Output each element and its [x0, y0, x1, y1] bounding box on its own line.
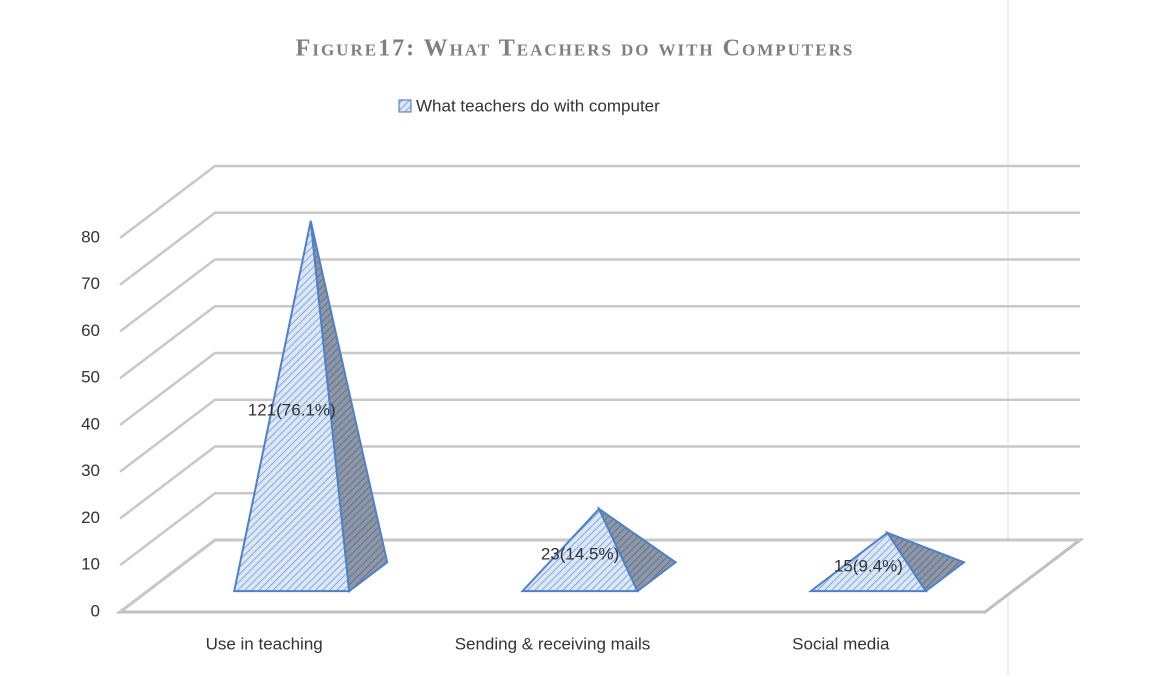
data-label: 23(14.5%): [541, 545, 619, 564]
y-tick-label: 50: [81, 368, 100, 387]
y-tick-label: 20: [81, 508, 100, 527]
grid-line: [119, 211, 1080, 286]
grid-line: [119, 445, 1080, 520]
grid-line: [119, 258, 1080, 333]
grid-line: [119, 305, 1080, 380]
y-tick-label: 0: [91, 601, 100, 620]
pyramid-side: [309, 220, 389, 593]
x-tick-label: Social media: [792, 634, 890, 653]
pyramid: [807, 530, 966, 593]
y-tick-label: 70: [81, 274, 100, 293]
pyramid-side: [596, 505, 678, 593]
grid-line: [119, 351, 1080, 426]
data-label: 121(76.1%): [248, 401, 336, 420]
grid-line: [119, 398, 1080, 473]
grid-line: [119, 492, 1080, 567]
legend-label: What teachers do with computer: [416, 96, 660, 115]
grid-line: [119, 538, 1080, 613]
data-label: 15(9.4%): [834, 556, 903, 575]
x-tick-label: Sending & receiving mails: [455, 634, 651, 653]
pyramid: [232, 220, 389, 593]
y-tick-label: 40: [81, 414, 100, 433]
y-tick-label: 80: [81, 227, 100, 246]
x-tick-label: Use in teaching: [206, 634, 323, 653]
y-tick-label: 30: [81, 461, 100, 480]
y-tick-label: 10: [81, 555, 100, 574]
pyramid-side: [884, 530, 966, 593]
y-tick-label: 60: [81, 321, 100, 340]
grid-line: [119, 164, 1080, 239]
pyramid: [520, 505, 678, 593]
chart-title: Figure17: What Teachers do with Computer…: [296, 36, 855, 62]
legend-swatch: [398, 99, 412, 113]
